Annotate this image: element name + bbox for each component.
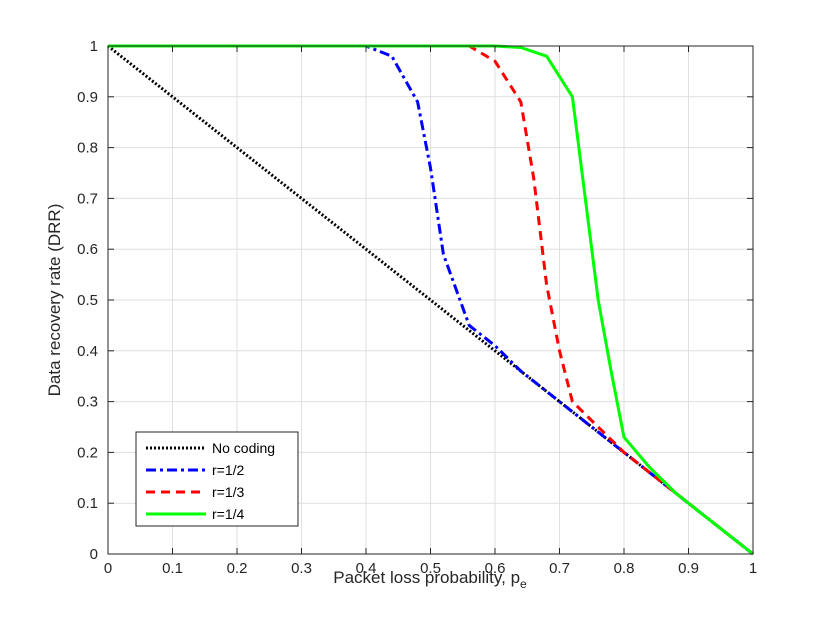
legend: No coding r=1/2 r=1/3 r=1/4	[135, 431, 299, 527]
series-layer	[107, 44, 754, 556]
ticks	[107, 45, 754, 555]
x-tick-label: 0.8	[614, 560, 635, 577]
legend-items: No coding r=1/2 r=1/3 r=1/4	[146, 440, 275, 522]
x-tick-label: 0.2	[227, 560, 248, 577]
y-tick-label: 0.7	[77, 190, 98, 207]
legend-label-3: r=1/3	[212, 484, 245, 500]
x-tick-label: 1	[749, 560, 757, 577]
y-axis-label: Data recovery rate (DRR)	[45, 204, 64, 397]
x-tick-label: 0.4	[356, 560, 377, 577]
tick-labels: 0 0.1 0.2 0.3 0.4 0.5 0.6 0.7 0.8 0.9 1 0 0.1 0.2 0.3 0…	[77, 38, 757, 577]
x-tick-label: 0.6	[485, 560, 506, 577]
x-tick-label: 0.1	[162, 560, 183, 577]
x-axis-label-main: Packet loss probability, p	[333, 568, 520, 587]
y-tick-label: 0.5	[77, 292, 98, 309]
x-tick-label: 0.5	[420, 560, 441, 577]
x-tick-label: 0.7	[549, 560, 570, 577]
y-tick-label: 0.4	[77, 343, 98, 360]
y-tick-label: 0	[90, 546, 98, 563]
x-tick-label: 0.9	[678, 560, 699, 577]
legend-label-2: r=1/2	[212, 462, 245, 478]
y-tick-label: 0.9	[77, 89, 98, 106]
y-tick-label: 0.6	[77, 241, 98, 258]
x-axis-label: Packet loss probability, pe	[333, 568, 527, 591]
y-tick-label: 0.8	[77, 140, 98, 157]
y-tick-label: 0.1	[77, 495, 98, 512]
legend-label-1: No coding	[212, 440, 275, 456]
x-axis-label-subscript: e	[520, 577, 527, 591]
y-tick-label: 0.2	[77, 444, 98, 461]
series-line-4	[108, 44, 754, 556]
x-tick-label: 0	[104, 560, 112, 577]
x-tick-label: 0.3	[291, 560, 312, 577]
legend-label-4: r=1/4	[212, 506, 245, 522]
y-tick-label: 1	[90, 38, 98, 55]
y-tick-label: 0.3	[77, 394, 98, 411]
